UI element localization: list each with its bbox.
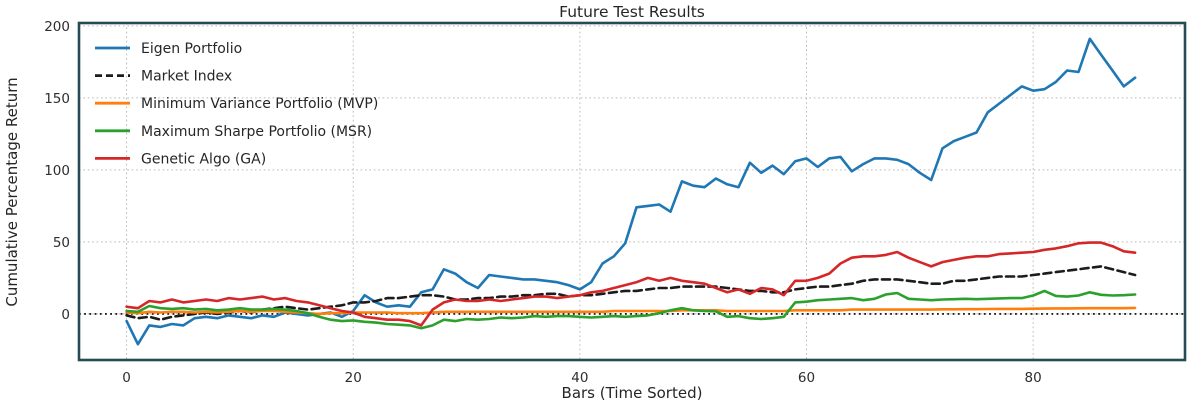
series-line-maximum-sharpe-portfolio-msr [125,289,1137,330]
legend-label: Eigen Portfolio [141,41,242,57]
legend-item: Market Index [95,69,232,85]
y-tick-label: 100 [44,163,70,179]
series-line-genetic-algo-ga [125,241,1137,327]
chart-title: Future Test Results [559,3,705,21]
legend-item: Minimum Variance Portfolio (MVP) [95,96,378,112]
legend-label: Maximum Sharpe Portfolio (MSR) [141,124,372,140]
legend-item: Maximum Sharpe Portfolio (MSR) [95,124,372,140]
legend-item: Genetic Algo (GA) [95,151,266,167]
x-tick-label: 40 [571,370,588,386]
series-line-minimum-variance-portfolio-mvp [125,306,1137,316]
y-axis-label: Cumulative Percentage Return [3,77,21,306]
x-tick-label: 60 [798,370,815,386]
y-tick-label: 50 [53,235,70,251]
y-tick-label: 200 [44,19,70,35]
x-tick-label: 80 [1025,370,1042,386]
legend-label: Market Index [141,69,232,85]
x-axis-label: Bars (Time Sorted) [562,384,703,401]
legend-label: Genetic Algo (GA) [141,151,266,167]
x-tick-label: 0 [122,370,131,386]
x-tick-label: 20 [345,370,362,386]
legend-item: Eigen Portfolio [95,41,242,57]
plot-frame [77,21,1187,362]
series-line-market-index [125,265,1137,322]
y-tick-label: 0 [61,307,70,323]
y-tick-label: 150 [44,91,70,107]
legend-label: Minimum Variance Portfolio (MVP) [141,96,378,112]
